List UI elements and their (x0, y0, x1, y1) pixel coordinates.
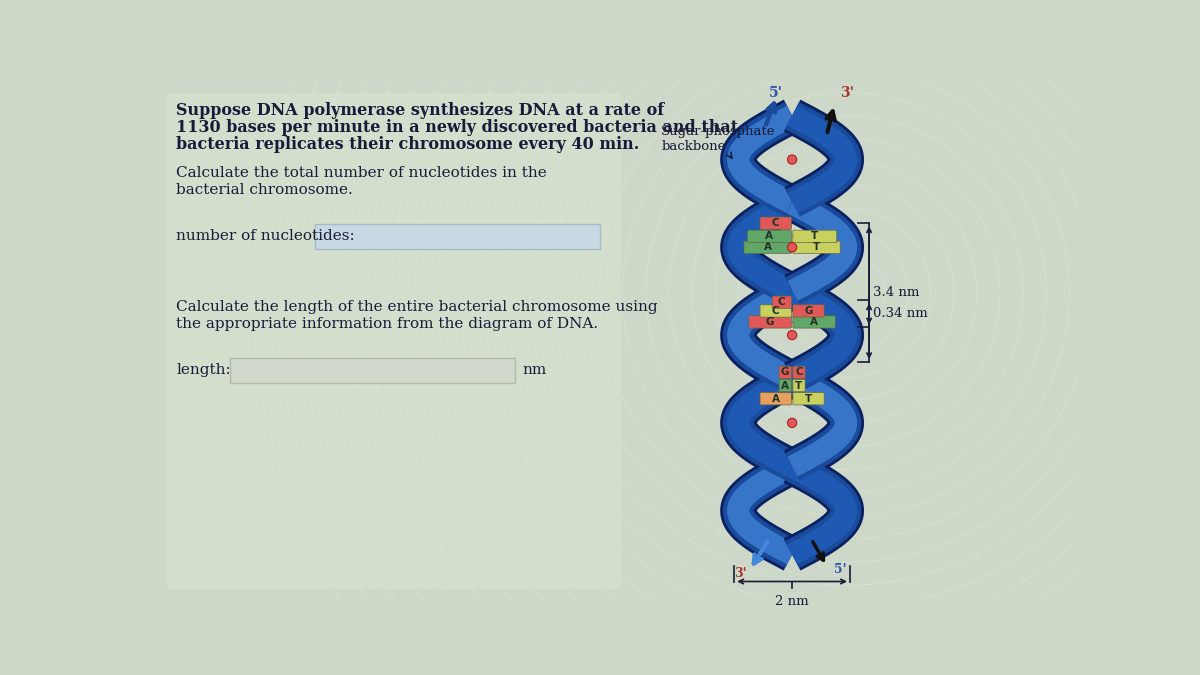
Text: 1130 bases per minute in a newly discovered bacteria and that: 1130 bases per minute in a newly discove… (176, 119, 738, 136)
Text: T: T (796, 381, 803, 391)
Text: number of nucleotides:: number of nucleotides: (176, 229, 355, 243)
FancyBboxPatch shape (760, 217, 791, 230)
Text: Calculate the length of the entire bacterial chromosome using: Calculate the length of the entire bacte… (176, 300, 658, 315)
FancyBboxPatch shape (749, 316, 791, 328)
FancyBboxPatch shape (793, 316, 835, 328)
FancyBboxPatch shape (773, 296, 791, 308)
FancyBboxPatch shape (167, 92, 622, 589)
Text: G: G (804, 306, 812, 316)
Circle shape (787, 155, 797, 164)
Text: A: A (766, 232, 773, 242)
Text: C: C (796, 367, 803, 377)
Text: A: A (781, 381, 790, 391)
Text: A: A (772, 394, 780, 404)
Text: 3.4 nm: 3.4 nm (872, 286, 919, 299)
Circle shape (787, 418, 797, 427)
Text: Sugar-phosphate
backbone: Sugar-phosphate backbone (661, 125, 775, 159)
Text: 3': 3' (734, 567, 746, 580)
Text: 0.34 nm: 0.34 nm (872, 307, 928, 321)
FancyBboxPatch shape (760, 305, 791, 317)
Text: T: T (805, 394, 812, 404)
Circle shape (787, 243, 797, 252)
Circle shape (787, 331, 797, 340)
Text: A: A (810, 317, 818, 327)
FancyBboxPatch shape (793, 367, 805, 379)
Text: C: C (772, 306, 780, 316)
Text: the appropriate information from the diagram of DNA.: the appropriate information from the dia… (176, 317, 599, 331)
Text: 3': 3' (840, 86, 854, 99)
Text: Suppose DNA polymerase synthesizes DNA at a rate of: Suppose DNA polymerase synthesizes DNA a… (176, 102, 665, 119)
Text: bacteria replicates their chromosome every 40 min.: bacteria replicates their chromosome eve… (176, 136, 640, 153)
FancyBboxPatch shape (230, 358, 515, 383)
Text: G: G (781, 367, 790, 377)
FancyBboxPatch shape (744, 241, 791, 254)
FancyBboxPatch shape (793, 379, 805, 391)
Text: 5': 5' (834, 564, 847, 576)
FancyBboxPatch shape (779, 367, 791, 379)
Text: bacterial chromosome.: bacterial chromosome. (176, 184, 353, 197)
Text: 2 nm: 2 nm (775, 595, 809, 608)
Text: C: C (778, 297, 786, 307)
Text: 5': 5' (769, 86, 784, 99)
Text: A: A (763, 242, 772, 252)
Text: length:: length: (176, 362, 230, 377)
Text: nm: nm (523, 362, 547, 377)
Text: T: T (811, 232, 818, 242)
Text: Calculate the total number of nucleotides in the: Calculate the total number of nucleotide… (176, 167, 547, 180)
Text: T: T (812, 242, 820, 252)
FancyBboxPatch shape (748, 230, 791, 242)
FancyBboxPatch shape (793, 305, 824, 317)
FancyBboxPatch shape (793, 393, 824, 405)
FancyBboxPatch shape (314, 224, 600, 249)
Text: C: C (772, 218, 780, 228)
Text: G: G (766, 317, 774, 327)
FancyBboxPatch shape (760, 393, 791, 405)
FancyBboxPatch shape (779, 379, 791, 391)
FancyBboxPatch shape (793, 230, 836, 242)
FancyBboxPatch shape (793, 241, 840, 254)
